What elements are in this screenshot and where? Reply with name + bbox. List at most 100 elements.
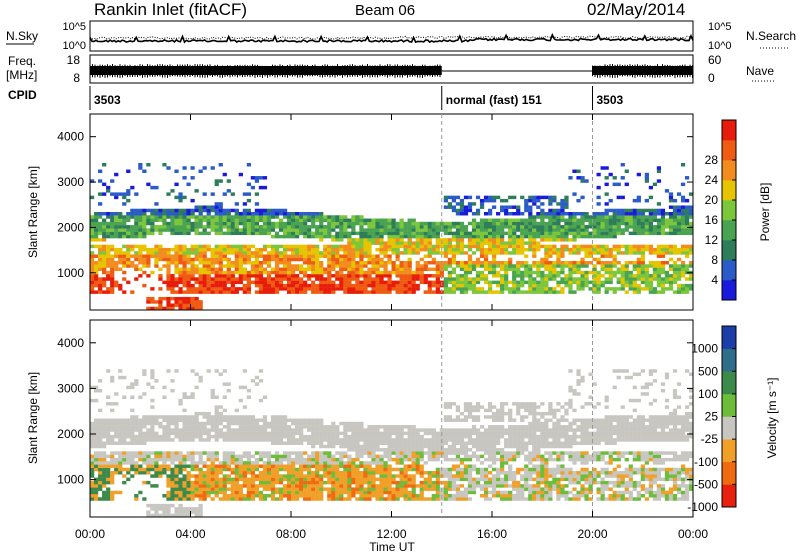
heatmap-cell [347, 474, 352, 478]
heatmap-cell [190, 464, 195, 468]
heatmap-cell [130, 215, 135, 219]
heatmap-cell [596, 280, 601, 285]
heatmap-cell [363, 287, 368, 291]
heatmap-cell [616, 280, 621, 285]
heatmap-cell [608, 208, 613, 213]
heatmap-cell [367, 490, 372, 495]
heatmap-cell [415, 247, 420, 252]
heatmap-cell [118, 221, 123, 226]
heatmap-cell [355, 261, 360, 265]
heatmap-cell [110, 267, 115, 271]
heatmap-cell [234, 290, 239, 294]
heatmap-cell [644, 176, 649, 180]
heatmap-cell [423, 238, 428, 242]
heatmap-cell [182, 428, 187, 432]
heatmap-cell [307, 464, 312, 468]
heatmap-cell [102, 283, 107, 288]
heatmap-cell [327, 467, 332, 472]
heatmap-cell [291, 225, 296, 229]
heatmap-cell [303, 494, 308, 498]
heatmap-cell [299, 431, 304, 436]
heatmap-cell [190, 166, 195, 170]
heatmap-cell [379, 477, 384, 482]
heatmap-cell [291, 477, 296, 482]
heatmap-cell [278, 208, 284, 213]
heatmap-cell [90, 231, 95, 236]
heatmap-cell [170, 484, 175, 488]
heatmap-cell [166, 296, 171, 301]
heatmap-cell [608, 270, 613, 275]
heatmap-cell [584, 179, 589, 183]
heatmap-cell [564, 198, 569, 203]
heatmap-cell [162, 507, 167, 511]
heatmap-cell [278, 225, 284, 229]
heatmap-cell [339, 257, 344, 262]
heatmap-cell [387, 287, 392, 291]
heatmap-cell [178, 221, 183, 226]
heatmap-cell [311, 225, 316, 229]
heatmap-cell [299, 418, 304, 422]
heatmap-cell [270, 494, 276, 498]
heatmap-cell [130, 425, 135, 429]
heatmap-cell [262, 225, 268, 229]
heatmap-cell [528, 198, 533, 203]
heatmap-cell [355, 471, 360, 475]
heatmap-cell [254, 375, 260, 380]
heatmap-cell [351, 254, 356, 258]
heatmap-cell [98, 471, 103, 475]
heatmap-cell [391, 218, 396, 222]
heatmap-cell [391, 261, 396, 265]
heatmap-cell [230, 283, 235, 288]
heatmap-cell [528, 212, 533, 216]
heatmap-cell [206, 277, 211, 281]
heatmap-cell [150, 431, 155, 436]
heatmap-cell [202, 270, 207, 275]
heatmap-cell [367, 461, 372, 465]
heatmap-cell [323, 277, 328, 281]
heatmap-cell [327, 257, 332, 262]
heatmap-cell [516, 283, 521, 288]
heatmap-cell [347, 477, 352, 482]
heatmap-cell [270, 290, 276, 294]
heatmap-cell [411, 225, 416, 229]
heatmap-cell [282, 287, 288, 291]
heatmap-cell [319, 254, 324, 258]
heatmap-cell [162, 467, 167, 472]
heatmap-cell [604, 261, 609, 265]
heatmap-cell [218, 280, 223, 285]
heatmap-cell [214, 257, 219, 262]
heatmap-cell [664, 247, 670, 252]
heatmap-cell [150, 484, 155, 488]
heatmap-cell [178, 510, 183, 514]
heatmap-cell [319, 270, 324, 275]
heatmap-cell [540, 283, 545, 288]
heatmap-cell [110, 234, 115, 239]
heatmap-cell [411, 274, 416, 278]
heatmap-cell [303, 274, 308, 278]
heatmap-cell [166, 277, 171, 281]
heatmap-cell [351, 474, 356, 478]
heatmap-cell [190, 247, 195, 252]
heatmap-cell [632, 208, 637, 213]
heatmap-cell [676, 218, 682, 222]
heatmap-cell [262, 474, 268, 478]
heatmap-cell [680, 218, 686, 222]
heatmap-cell [303, 261, 308, 265]
heatmap-cell [588, 215, 593, 219]
heatmap-cell [608, 198, 613, 203]
heatmap-cell [90, 225, 95, 229]
heatmap-cell [262, 395, 268, 399]
heatmap-cell [186, 474, 191, 478]
heatmap-cell [379, 247, 384, 252]
heatmap-cell [291, 247, 296, 252]
heatmap-cell [664, 277, 670, 281]
heatmap-cell [415, 231, 420, 236]
heatmap-cell [676, 287, 682, 291]
heatmap-cell [138, 212, 143, 216]
heatmap-cell [307, 494, 312, 498]
heatmap-cell [387, 290, 392, 294]
heatmap-cell [198, 425, 203, 429]
heatmap-cell [158, 303, 163, 307]
heatmap-cell [98, 457, 103, 462]
heatmap-cell [202, 487, 207, 491]
